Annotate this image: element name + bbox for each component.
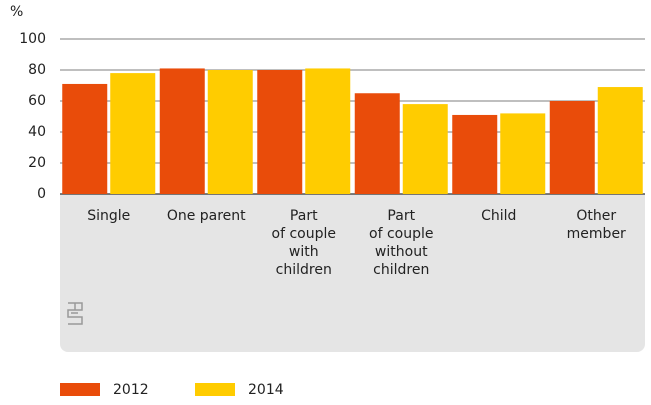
x-tick-label-line: member	[567, 226, 626, 242]
y-tick-label: 60	[28, 93, 46, 109]
bar	[159, 68, 205, 194]
y-tick-label: 100	[19, 31, 46, 47]
legend-swatch	[195, 383, 235, 396]
x-tick-label-line: Single	[87, 208, 130, 224]
bar	[597, 87, 643, 194]
x-tick-label-line: of couple	[369, 226, 433, 242]
bar	[500, 113, 546, 194]
x-tick-label-line: Other	[576, 208, 616, 224]
x-tick-label-line: without	[375, 244, 428, 260]
x-tick-label: Part of couple with children	[272, 208, 336, 278]
bar	[354, 93, 400, 194]
x-tick-label: Single	[87, 208, 130, 224]
bar	[207, 70, 253, 194]
y-tick-label: 0	[37, 186, 46, 202]
bar	[62, 83, 108, 194]
category-panel	[60, 194, 645, 352]
legend-label: 2014	[248, 382, 284, 398]
y-unit: %	[10, 4, 23, 20]
x-tick-label-line: Part	[387, 208, 415, 224]
bar	[402, 104, 448, 194]
bar	[305, 68, 351, 194]
category-panel-top	[60, 194, 645, 214]
x-tick-label: Child	[481, 208, 516, 224]
x-tick-label-line: Part	[290, 208, 318, 224]
x-tick-label-line: with	[289, 244, 319, 260]
y-tick-label: 20	[28, 155, 46, 171]
bar	[549, 101, 595, 194]
x-tick-label-line: Child	[481, 208, 516, 224]
bar	[452, 114, 498, 194]
x-tick-label: Part of couple without children	[369, 208, 433, 278]
x-tick-label-line: children	[373, 262, 429, 278]
legend-swatch	[60, 383, 100, 396]
x-tick-label-line: One parent	[167, 208, 246, 224]
x-tick-label: Other member	[567, 208, 626, 242]
x-tick-label-line: children	[276, 262, 332, 278]
bar	[110, 73, 156, 194]
legend-label: 2012	[113, 382, 149, 398]
bar	[257, 70, 303, 194]
logo	[67, 302, 83, 325]
x-tick-label-line: of couple	[272, 226, 336, 242]
x-tick-label: One parent	[167, 208, 246, 224]
y-tick-label: 80	[28, 62, 46, 78]
y-tick-label: 40	[28, 124, 46, 140]
